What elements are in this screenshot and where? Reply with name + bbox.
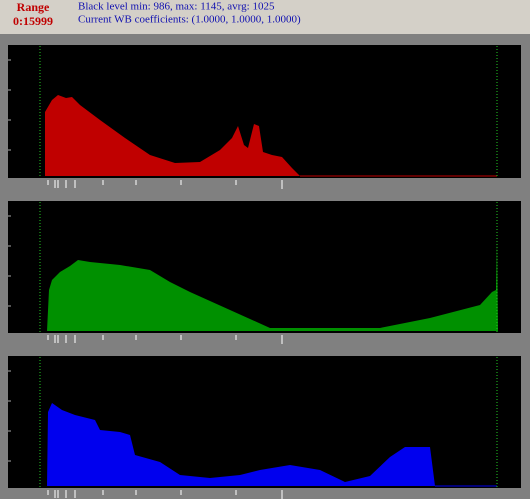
wb-coefficients: Current WB coefficients: (1.0000, 1.0000… (78, 14, 301, 26)
green-panel (7, 201, 521, 345)
red-panel (7, 45, 521, 190)
range-label: Range (17, 0, 50, 14)
header-bar (0, 0, 530, 34)
black-level: Black level min: 986, max: 1145, avrg: 1… (78, 1, 275, 13)
blue-panel (7, 356, 521, 500)
range-value: 0:15999 (13, 14, 53, 28)
